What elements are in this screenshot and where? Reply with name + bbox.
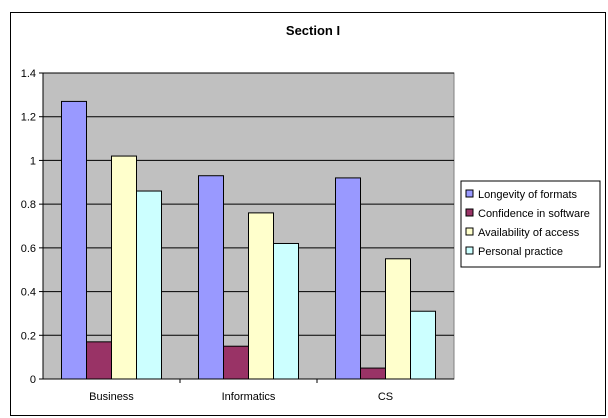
y-tick-label: 1.2: [21, 112, 36, 124]
bar-personal-practice-business: [136, 190, 162, 380]
y-tick-label: 1: [30, 155, 36, 167]
bar-confidence-in-software-business: [86, 341, 112, 380]
x-tick-label: Business: [89, 391, 134, 403]
bar-availability-of-access-informatics: [248, 212, 274, 380]
y-tick-label: 1.4: [21, 68, 36, 80]
bar-longevity-of-formats-informatics: [198, 175, 224, 380]
legend-swatch: [465, 208, 474, 217]
legend-label: Personal practice: [478, 246, 563, 258]
x-tick-label: Informatics: [222, 391, 276, 403]
legend-swatch: [465, 227, 474, 236]
x-tick-label: CS: [378, 391, 393, 403]
y-tick-label: 0: [30, 374, 36, 386]
legend-label: Longevity of formats: [478, 189, 578, 201]
chart-title: Section I: [286, 23, 340, 38]
bar-longevity-of-formats-cs: [335, 177, 361, 380]
y-tick-label: 0.4: [21, 287, 36, 299]
y-tick-label: 0.8: [21, 199, 36, 211]
legend-swatch: [465, 189, 474, 198]
legend-swatch: [465, 246, 474, 255]
legend: [460, 180, 601, 268]
bar-availability-of-access-cs: [385, 258, 411, 380]
bar-confidence-in-software-informatics: [223, 345, 249, 380]
legend-label: Confidence in software: [478, 208, 590, 220]
legend-label: Availability of access: [478, 227, 580, 239]
bar-confidence-in-software-cs: [360, 367, 386, 380]
bar-personal-practice-cs: [410, 310, 436, 380]
y-tick-label: 0.6: [21, 243, 36, 255]
bar-personal-practice-informatics: [273, 242, 299, 380]
y-tick-label: 0.2: [21, 330, 36, 342]
bar-longevity-of-formats-business: [61, 100, 87, 380]
bar-availability-of-access-business: [111, 155, 137, 380]
